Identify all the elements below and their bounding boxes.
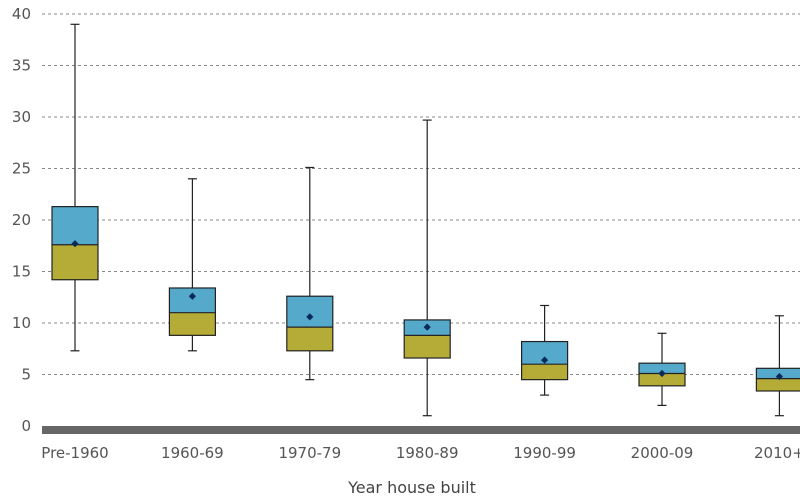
box-group: [286, 166, 334, 381]
upper-box: [756, 368, 800, 379]
axes: 0 5 10 15 20 25 30 35 40 Pre-1960 1960-69 1970-79 19…: [12, 5, 800, 462]
y-tick-label: 5: [21, 366, 31, 384]
gridlines: [42, 13, 800, 375]
y-tick-label: 15: [12, 263, 31, 281]
lower-box: [169, 312, 216, 336]
upper-box: [169, 287, 216, 313]
box-group: [520, 304, 569, 396]
lower-box: [756, 378, 800, 391]
y-tick-label: 0: [21, 417, 31, 435]
box-group: [638, 332, 686, 406]
box-group: [51, 23, 99, 352]
upper-box: [521, 341, 568, 365]
mean-marker: [541, 356, 549, 364]
upper-box: [52, 206, 98, 245]
x-axis-baseline: [42, 426, 800, 434]
y-tick-label: 35: [12, 57, 31, 75]
x-tick-label: 1970-79: [278, 444, 341, 462]
x-tick-label: 2000-09: [631, 444, 694, 462]
upper-box: [639, 363, 685, 374]
box-outline: [638, 362, 686, 387]
x-tick-label: 1980-89: [396, 444, 459, 462]
x-tick-label: 2010+: [754, 444, 800, 462]
lower-box: [286, 327, 333, 351]
mean-marker: [188, 292, 196, 300]
upper-box: [286, 296, 333, 328]
x-tick-label: 1960-69: [161, 444, 224, 462]
lower-box: [639, 373, 685, 386]
x-tick-label: Pre-1960: [41, 444, 108, 462]
mean-marker: [775, 372, 783, 381]
y-tick-label: 30: [12, 108, 31, 126]
box-group: [403, 119, 451, 417]
mean-marker: [423, 323, 431, 331]
box-outline: [286, 295, 334, 352]
y-tick-label: 25: [12, 160, 31, 178]
box-outline: [51, 206, 99, 281]
box-group: [755, 315, 800, 417]
mean-marker: [306, 313, 314, 321]
y-tick-label: 10: [12, 314, 31, 332]
box-group: [168, 178, 216, 352]
box-outline: [403, 319, 451, 359]
y-tick-label: 20: [12, 211, 31, 229]
y-tick-label: 40: [12, 5, 31, 23]
box-outline: [520, 340, 569, 381]
lower-box: [404, 335, 451, 359]
x-axis-title: Year house built: [347, 478, 476, 497]
box-outline: [755, 367, 800, 392]
lower-box: [521, 364, 568, 380]
mean-marker: [71, 240, 79, 248]
box-outline: [168, 287, 216, 336]
boxes: [51, 23, 800, 417]
lower-box: [52, 244, 98, 280]
mean-marker: [658, 369, 666, 378]
x-tick-label: 1990-99: [513, 444, 576, 462]
